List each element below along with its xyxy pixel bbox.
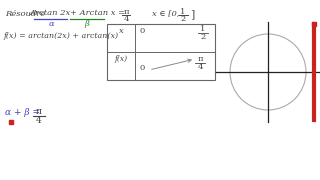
Text: 2: 2 [180,15,186,23]
Text: f(x): f(x) [115,55,128,63]
Text: f(x) = arctan(2x) + arctan(x): f(x) = arctan(2x) + arctan(x) [3,32,118,40]
Text: 4: 4 [123,15,129,23]
Text: Arctan 2x: Arctan 2x [29,9,71,17]
Text: α + β =: α + β = [5,108,40,117]
Text: ]: ] [190,9,194,19]
Text: π: π [197,55,203,63]
Text: + Arctan x =: + Arctan x = [70,9,125,17]
Text: 0: 0 [140,27,145,35]
Text: π: π [123,8,129,16]
Text: 0: 0 [140,64,145,72]
Text: 1: 1 [200,25,206,33]
Text: 4: 4 [197,63,203,71]
Text: π: π [36,107,42,116]
Text: x ∈ [0,: x ∈ [0, [152,9,180,17]
Text: Résoudre: Résoudre [5,10,45,18]
Text: α: α [48,20,54,28]
Text: 4: 4 [36,116,42,125]
Text: 2: 2 [200,33,206,41]
Bar [107,24,215,80]
Text: x: x [119,27,124,35]
Text: β: β [84,20,89,28]
Text: 1: 1 [180,8,186,16]
